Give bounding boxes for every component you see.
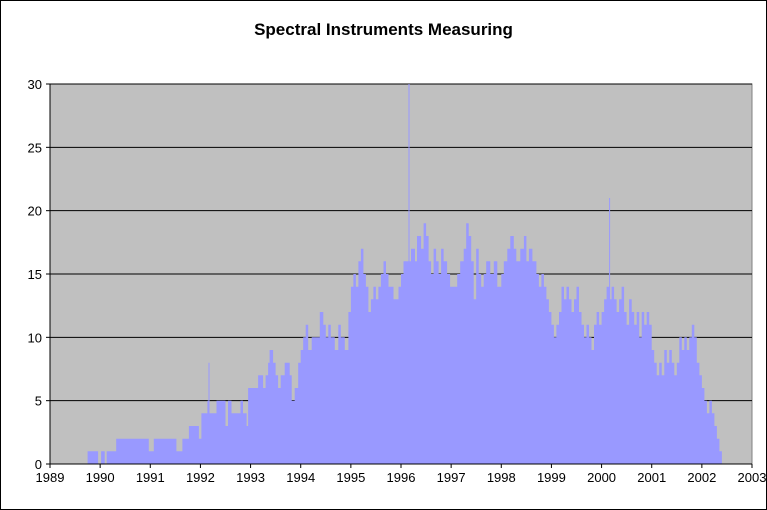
x-tick-label: 2000: [587, 470, 616, 485]
x-tick-label: 2001: [637, 470, 666, 485]
y-axis-ticks: 0 5 10 15 20 25 30: [28, 77, 50, 472]
chart-title: Spectral Instruments Measuring: [254, 20, 513, 39]
y-tick-label: 0: [35, 457, 42, 472]
x-tick-label: 1993: [236, 470, 265, 485]
y-tick-label: 25: [28, 140, 42, 155]
y-tick-label: 30: [28, 77, 42, 92]
x-axis-ticks: 1989 1990 1991 1992 1993 1994 1995 1996 1997 1998…: [36, 464, 767, 485]
x-tick-label: 1995: [336, 470, 365, 485]
x-tick-label: 2002: [687, 470, 716, 485]
x-tick-label: 1991: [136, 470, 165, 485]
x-tick-label: 1999: [537, 470, 566, 485]
x-tick-label: 1996: [387, 470, 416, 485]
x-tick-label: 2003: [738, 470, 767, 485]
x-tick-label: 1990: [86, 470, 115, 485]
x-tick-label: 1997: [437, 470, 466, 485]
x-tick-label: 1994: [286, 470, 315, 485]
series-area-group: [86, 84, 722, 464]
y-tick-label: 10: [28, 330, 42, 345]
y-tick-label: 15: [28, 267, 42, 282]
y-tick-label: 5: [35, 394, 42, 409]
x-tick-label: 1989: [36, 470, 65, 485]
series-area: [86, 84, 722, 464]
x-tick-label: 1992: [186, 470, 215, 485]
y-tick-label: 20: [28, 204, 42, 219]
x-tick-label: 1998: [487, 470, 516, 485]
